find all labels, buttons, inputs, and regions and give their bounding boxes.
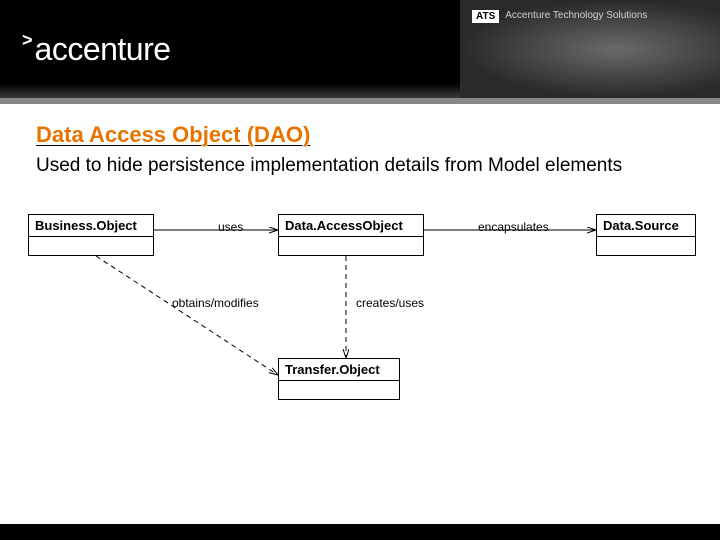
footer-bar xyxy=(0,524,720,540)
uml-node-data-source: Data.Source xyxy=(596,214,696,256)
ats-badge-label: ATS xyxy=(472,10,499,23)
uml-node-transfer-object: Transfer.Object xyxy=(278,358,400,400)
slide-subtitle: Used to hide persistence implementation … xyxy=(36,154,684,178)
uml-node-business-object: Business.Object xyxy=(28,214,154,256)
slide-content: Data Access Object (DAO) Used to hide pe… xyxy=(0,104,720,460)
uml-node-data-access-object: Data.AccessObject xyxy=(278,214,424,256)
edge-label-uses: uses xyxy=(218,220,243,234)
logo-text: accenture xyxy=(35,31,171,68)
uml-node-label: Business.Object xyxy=(29,215,153,237)
logo-caret-icon: > xyxy=(22,30,33,51)
uml-diagram: Business.Object Data.AccessObject Data.S… xyxy=(26,200,706,460)
uml-node-label: Data.AccessObject xyxy=(279,215,423,237)
uml-node-label: Transfer.Object xyxy=(279,359,399,381)
ats-badge-text: Accenture Technology Solutions xyxy=(505,10,647,21)
edge-label-creates-uses: creates/uses xyxy=(356,296,424,310)
edge-label-obtains-modifies: obtains/modifies xyxy=(172,296,259,310)
uml-node-label: Data.Source xyxy=(597,215,695,237)
edge-label-encapsulates: encapsulates xyxy=(478,220,549,234)
slide-title: Data Access Object (DAO) xyxy=(36,122,684,148)
ats-badge-area: ATS Accenture Technology Solutions xyxy=(460,0,720,98)
brand-logo: > accenture xyxy=(24,31,171,68)
header-banner: > accenture ATS Accenture Technology Sol… xyxy=(0,0,720,98)
